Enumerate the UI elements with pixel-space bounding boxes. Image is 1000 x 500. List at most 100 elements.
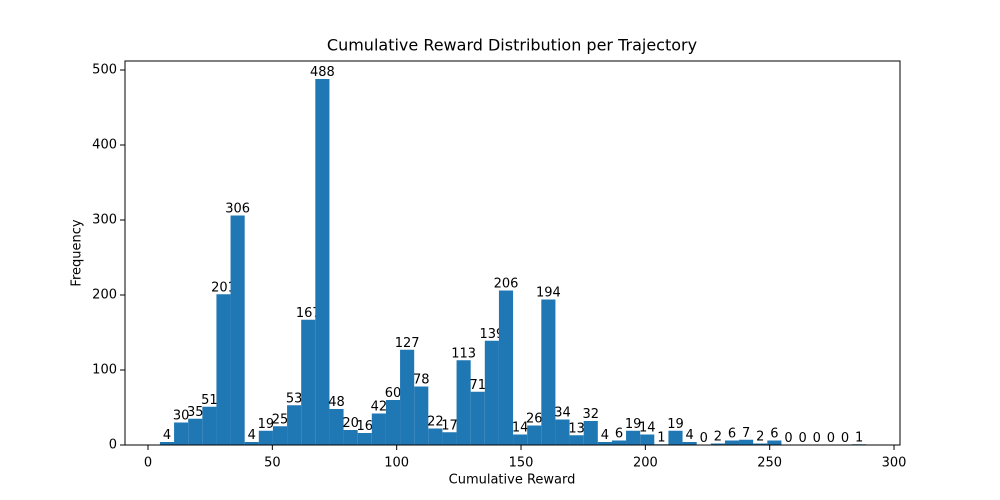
- value-label: 306: [225, 202, 250, 217]
- plot-frame: [124, 60, 901, 446]
- y-tick-label: 400: [92, 138, 117, 153]
- bar: [456, 360, 471, 445]
- y-tick-label: 300: [92, 213, 117, 228]
- value-label: 201: [211, 280, 236, 295]
- bar: [301, 319, 316, 445]
- bar: [400, 349, 415, 445]
- bar: [597, 442, 612, 445]
- bar: [569, 435, 584, 445]
- bar: [541, 299, 556, 445]
- bar: [668, 430, 683, 445]
- value-label: 0: [700, 431, 708, 446]
- y-tick-label: 100: [92, 363, 117, 378]
- bar: [498, 290, 514, 445]
- bar: [484, 340, 499, 445]
- value-label: 53: [286, 391, 303, 406]
- bar: [513, 434, 528, 445]
- y-axis-label: Frequency: [70, 219, 85, 286]
- value-label: 6: [615, 427, 623, 442]
- bar: [626, 430, 641, 445]
- value-label: 26: [526, 412, 543, 427]
- x-tick-label: 150: [509, 456, 534, 471]
- y-tick-label: 200: [92, 288, 117, 303]
- bar: [216, 294, 231, 445]
- chart-title: Cumulative Reward Distribution per Traje…: [327, 36, 697, 55]
- value-label: 0: [784, 431, 792, 446]
- x-tick-label: 200: [633, 456, 658, 471]
- value-label: 6: [728, 427, 736, 442]
- bar: [357, 433, 372, 445]
- bar: [682, 442, 697, 445]
- x-tick-label: 50: [264, 456, 281, 471]
- bar: [343, 430, 358, 445]
- bar: [287, 405, 302, 445]
- value-label: 6: [770, 427, 778, 442]
- value-label: 0: [827, 431, 835, 446]
- bar: [371, 413, 386, 445]
- value-label: 14: [639, 421, 656, 436]
- value-label: 22: [427, 415, 444, 430]
- value-label: 4: [163, 428, 171, 443]
- value-label: 78: [413, 373, 430, 388]
- value-label: 42: [371, 400, 388, 415]
- value-label: 20: [342, 416, 359, 431]
- bar: [428, 428, 443, 445]
- value-label: 35: [187, 405, 204, 420]
- value-label: 19: [625, 417, 642, 432]
- bar: [555, 419, 570, 445]
- bar: [611, 440, 627, 445]
- value-label: 32: [582, 407, 599, 422]
- bar: [329, 409, 344, 445]
- x-tick-label: 100: [384, 456, 409, 471]
- y-tick-label: 0: [109, 438, 117, 453]
- value-label: 14: [512, 421, 529, 436]
- value-label: 2: [756, 430, 764, 445]
- value-label: 0: [813, 431, 821, 446]
- bar: [739, 439, 754, 445]
- value-label: 1: [855, 430, 863, 445]
- value-label: 30: [173, 409, 190, 424]
- bar: [159, 442, 175, 445]
- value-label: 139: [479, 327, 504, 342]
- bar: [710, 443, 725, 445]
- value-label: 4: [601, 428, 609, 443]
- value-label: 17: [441, 418, 458, 433]
- bar: [272, 426, 288, 445]
- value-label: 48: [328, 395, 345, 410]
- bar: [230, 215, 245, 445]
- bar: [724, 440, 740, 445]
- value-label: 51: [201, 393, 218, 408]
- value-label: 127: [395, 336, 420, 351]
- value-label: 488: [310, 65, 335, 80]
- value-label: 0: [841, 431, 849, 446]
- value-label: 1: [657, 430, 665, 445]
- value-label: 194: [536, 286, 561, 301]
- value-label: 4: [248, 428, 256, 443]
- value-label: 113: [451, 346, 476, 361]
- bar: [258, 430, 273, 445]
- value-label: 16: [356, 419, 373, 434]
- value-label: 71: [469, 378, 486, 393]
- value-label: 13: [568, 421, 585, 436]
- x-tick-label: 0: [144, 456, 152, 471]
- bar: [385, 400, 401, 445]
- value-label: 167: [296, 306, 321, 321]
- value-label: 206: [494, 277, 519, 292]
- bar: [470, 391, 485, 445]
- value-label: 4: [685, 428, 693, 443]
- bar: [315, 79, 330, 445]
- value-label: 19: [258, 417, 275, 432]
- bar: [244, 442, 259, 445]
- bar: [767, 440, 782, 445]
- value-label: 7: [742, 426, 750, 441]
- x-axis-label: Cumulative Reward: [449, 473, 576, 488]
- value-label: 34: [554, 406, 571, 421]
- x-tick-label: 250: [757, 456, 782, 471]
- bar: [583, 421, 598, 445]
- value-label: 0: [798, 431, 806, 446]
- y-tick-label: 500: [92, 63, 117, 78]
- value-label: 19: [667, 417, 684, 432]
- x-tick-label: 300: [882, 456, 907, 471]
- bar: [753, 443, 768, 445]
